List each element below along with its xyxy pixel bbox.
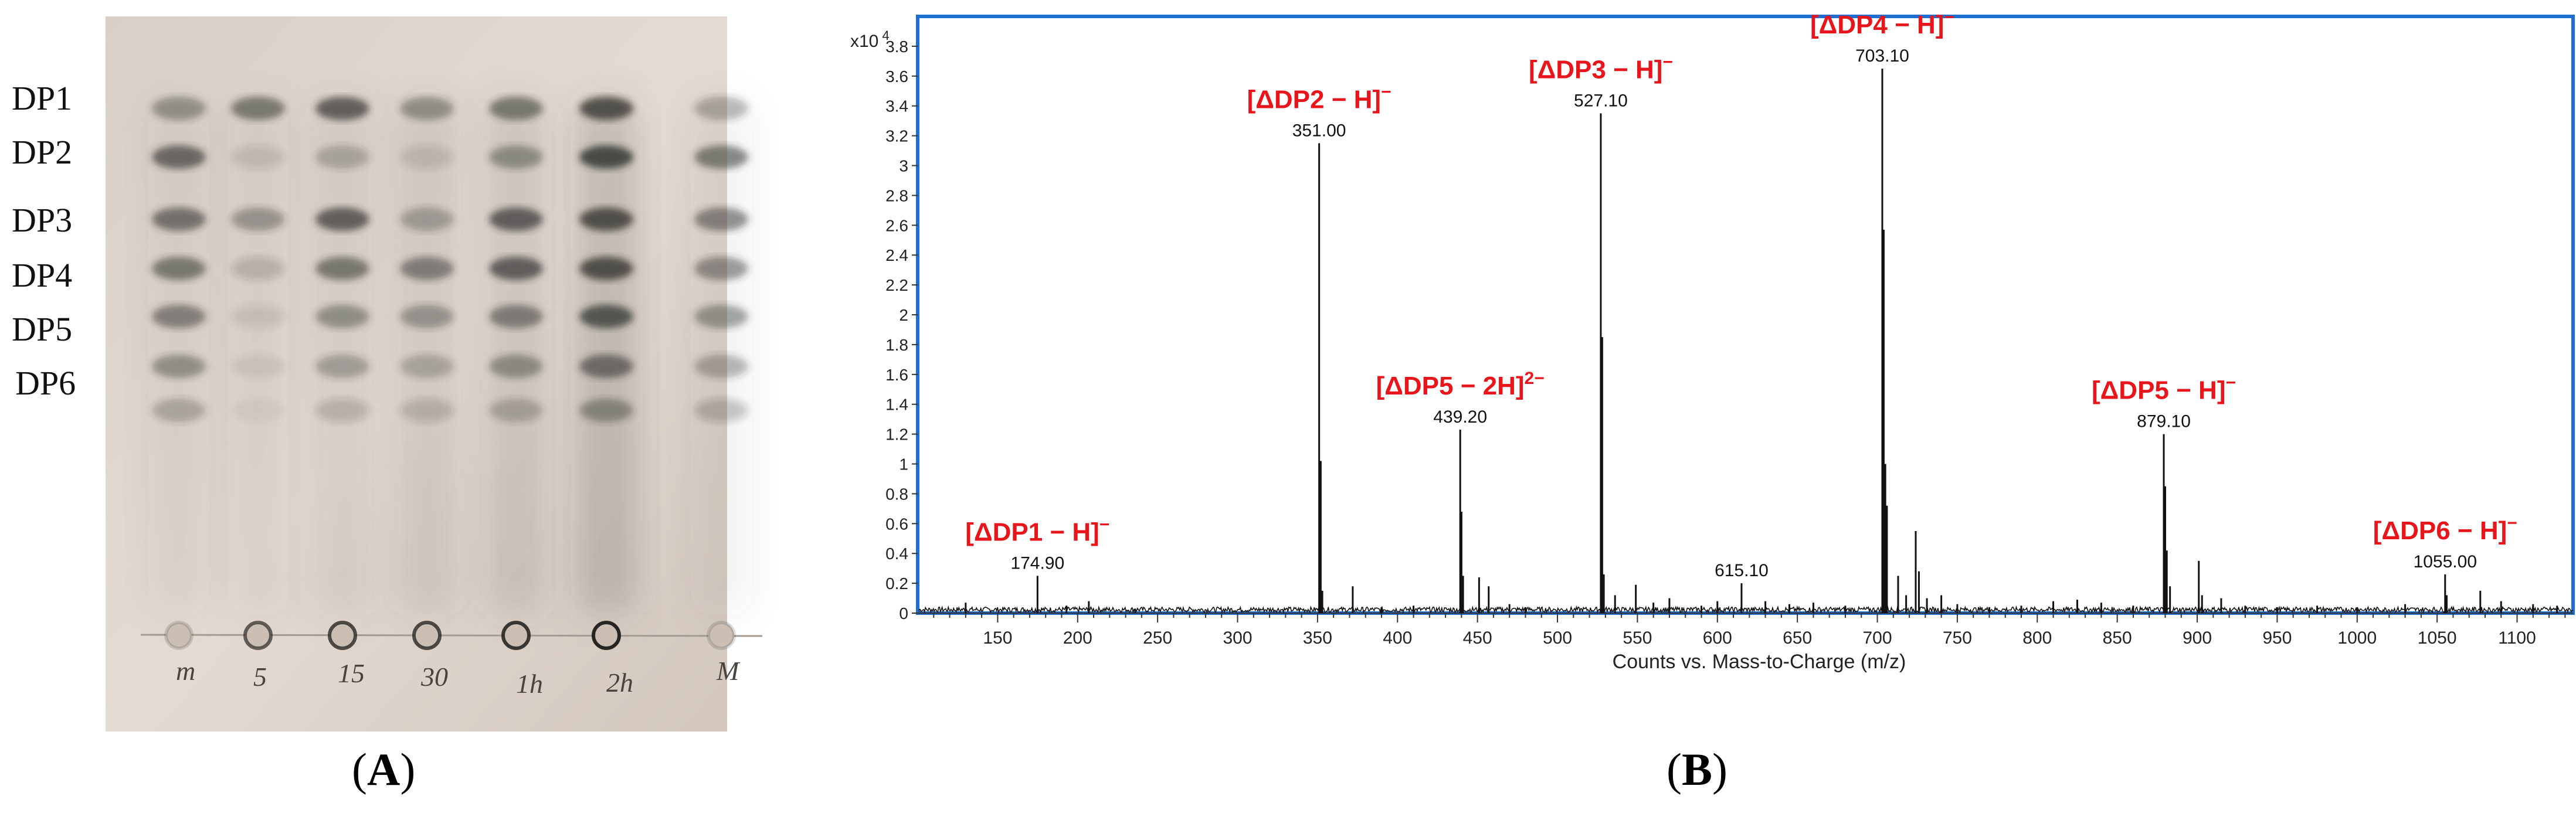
y-tick-label: 0.2 bbox=[885, 574, 908, 593]
dp4-label: DP4 bbox=[12, 256, 73, 294]
panel-a-caption: (A) bbox=[352, 744, 416, 795]
peak-mz-label: 703.10 bbox=[1855, 46, 1909, 66]
ion-annotation: [ΔDP6 − H]− bbox=[2373, 513, 2517, 545]
y-tick-label: 3.2 bbox=[885, 127, 908, 145]
y-tick-label: 2.6 bbox=[885, 216, 908, 234]
y-tick-label: 2 bbox=[899, 306, 908, 324]
x-tick-label: 900 bbox=[2183, 628, 2212, 648]
y-tick-label: 0.8 bbox=[885, 485, 908, 503]
y-tick-label: 1.2 bbox=[885, 426, 908, 444]
y-tick-label: 0 bbox=[899, 604, 908, 622]
y-tick-label: 0.6 bbox=[885, 515, 908, 533]
y-tick-label: 1 bbox=[899, 455, 908, 474]
x-tick-label: 700 bbox=[1862, 628, 1892, 648]
ion-annotation: [ΔDP2 − H]− bbox=[1247, 82, 1391, 114]
lane-label-1h: 1h bbox=[516, 669, 543, 699]
x-tick-label: 350 bbox=[1303, 628, 1332, 648]
y-tick-label: 2.8 bbox=[885, 186, 908, 205]
ion-annotation: [ΔDP4 − H]− bbox=[1810, 8, 1954, 39]
plot-frame bbox=[916, 15, 2575, 615]
dp2-label: DP2 bbox=[12, 133, 73, 171]
x-tick-label: 250 bbox=[1143, 628, 1172, 648]
peak-mz-label: 439.20 bbox=[1433, 407, 1487, 427]
baseline-noise bbox=[918, 605, 2573, 614]
x-tick-label: 1050 bbox=[2418, 628, 2457, 648]
y-tick-label: 3.8 bbox=[885, 38, 908, 56]
x-tick-label: 600 bbox=[1703, 628, 1732, 648]
y-tick-label: 0.4 bbox=[885, 545, 908, 563]
x-tick-label: 1100 bbox=[2498, 628, 2536, 648]
mass-spectrum-chart: 0 0.2 0.4 0.6 0.8 1 1.2 1.4 1.6 1.8 2 2.2 2.4 2.6 2.8 3… bbox=[850, 8, 2575, 673]
peak-mz-label: 615.10 bbox=[1715, 561, 1769, 580]
panel-a: DP1 DP2 DP3 DP4 DP5 DP6 m 5 15 30 1h 2h … bbox=[0, 0, 833, 810]
y-tick-label: 3.4 bbox=[885, 97, 908, 115]
lane-label-15min: 15 bbox=[338, 658, 365, 688]
y-tick-label: 3.6 bbox=[885, 67, 908, 86]
peak-mz-label: 527.10 bbox=[1574, 91, 1628, 110]
x-tick-label: 500 bbox=[1543, 628, 1572, 648]
x-tick-label: 150 bbox=[983, 628, 1012, 648]
lane-label-2h: 2h bbox=[606, 668, 633, 698]
y-multiplier-label: x10 4 bbox=[850, 28, 890, 51]
x-tick-label: 1000 bbox=[2337, 628, 2377, 648]
tlc-plate-photo bbox=[106, 16, 763, 732]
y-tick-label: 3 bbox=[899, 157, 908, 175]
x-tick-label: 800 bbox=[2022, 628, 2052, 648]
y-tick-label: 1.4 bbox=[885, 396, 908, 414]
y-tick-label: 1.8 bbox=[885, 336, 908, 354]
ion-annotation: [ΔDP1 − H]− bbox=[965, 515, 1109, 546]
ion-annotation: [ΔDP3 − H]− bbox=[1529, 52, 1673, 84]
x-axis-title: Counts vs. Mass-to-Charge (m/z) bbox=[1613, 651, 1906, 673]
lane-label-marker-right: M bbox=[717, 656, 739, 686]
x-tick-label: 650 bbox=[1783, 628, 1812, 648]
y-tick-label: 1.6 bbox=[885, 366, 908, 384]
dp3-label: DP3 bbox=[12, 201, 73, 239]
x-tick-label: 200 bbox=[1063, 628, 1092, 648]
panel-b: 0 0.2 0.4 0.6 0.8 1 1.2 1.4 1.6 1.8 2 2.2 2.4 2.6 2.8 3… bbox=[844, 0, 2576, 810]
dp6-label: DP6 bbox=[15, 364, 76, 402]
y-tick-label: 2.2 bbox=[885, 276, 908, 294]
x-tick-label: 750 bbox=[1943, 628, 1972, 648]
x-tick-label: 550 bbox=[1623, 628, 1652, 648]
lane-label-30min: 30 bbox=[421, 662, 448, 692]
peak-mz-label: 174.90 bbox=[1010, 553, 1064, 573]
peak-mz-label: 351.00 bbox=[1292, 121, 1346, 140]
panel-b-caption: (B) bbox=[1667, 744, 1727, 795]
x-tick-label: 850 bbox=[2103, 628, 2132, 648]
y-tick-label: 2.4 bbox=[885, 246, 908, 264]
peak-mz-label: 879.10 bbox=[2137, 412, 2191, 431]
x-tick-label: 450 bbox=[1463, 628, 1492, 648]
x-tick-label: 300 bbox=[1223, 628, 1252, 648]
x-tick-label: 950 bbox=[2262, 628, 2292, 648]
lane-label-5min: 5 bbox=[253, 662, 267, 692]
dp5-label: DP5 bbox=[12, 310, 73, 348]
peak-mz-label: 1055.00 bbox=[2414, 552, 2477, 572]
ion-annotation: [ΔDP5 − 2H]2− bbox=[1376, 369, 1545, 400]
dp1-label: DP1 bbox=[12, 79, 73, 117]
x-tick-label: 400 bbox=[1383, 628, 1412, 648]
ion-annotation: [ΔDP5 − H]− bbox=[2092, 373, 2236, 405]
lane-label-marker-left: m bbox=[176, 656, 196, 686]
